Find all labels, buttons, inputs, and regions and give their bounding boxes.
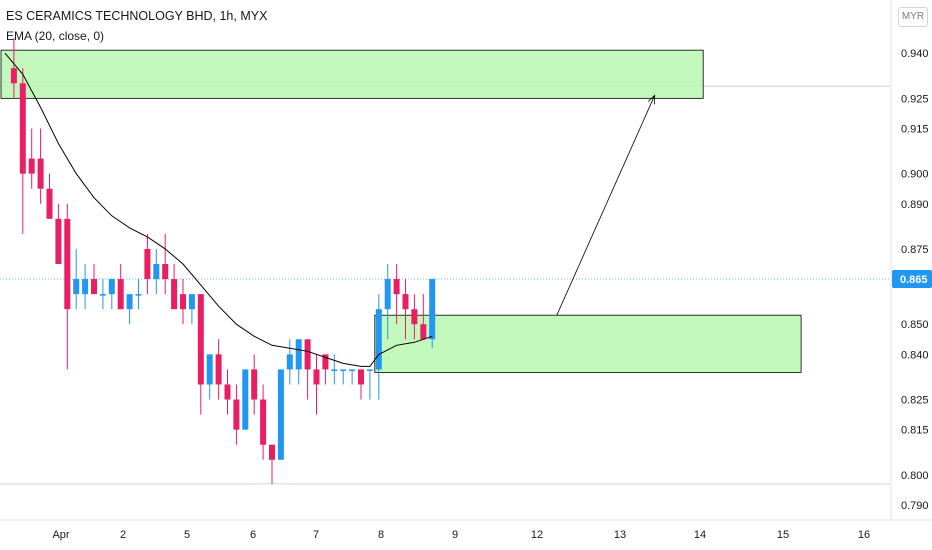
candle-down bbox=[91, 279, 97, 295]
candle-down bbox=[260, 399, 267, 445]
price-tick-label: 0.925 bbox=[901, 93, 929, 105]
time-tick-label: 6 bbox=[250, 529, 256, 541]
projection-arrow bbox=[556, 94, 656, 316]
price-tick-label: 0.840 bbox=[901, 349, 929, 361]
candle-down bbox=[162, 264, 169, 280]
candle-up bbox=[108, 279, 115, 295]
candle-up bbox=[277, 369, 284, 460]
candle-down bbox=[37, 158, 44, 189]
candle-down bbox=[393, 279, 400, 295]
candle-down bbox=[420, 324, 427, 340]
candle-up bbox=[99, 294, 106, 296]
candle-up bbox=[126, 294, 133, 310]
time-axis[interactable]: Apr 2 5 6 7 8 9 12 13 14 15 16 bbox=[52, 529, 870, 541]
time-tick-label: 9 bbox=[452, 529, 458, 541]
demand-zone bbox=[374, 314, 802, 373]
candle-up bbox=[366, 369, 373, 371]
candle-down bbox=[304, 339, 311, 370]
price-tick-label: 0.940 bbox=[901, 48, 929, 60]
last-price-tag: 0.865 bbox=[892, 270, 932, 289]
price-tick-label: 0.825 bbox=[901, 395, 929, 407]
candles-layer bbox=[10, 38, 436, 484]
arrow-head bbox=[647, 94, 656, 105]
price-tick-label: 0.900 bbox=[901, 169, 929, 181]
price-tick-label: 0.790 bbox=[901, 500, 929, 512]
candle-down bbox=[233, 399, 240, 430]
candle-up bbox=[82, 279, 89, 295]
candle-down bbox=[402, 294, 409, 310]
candle-up bbox=[340, 369, 347, 371]
time-tick-label: Apr bbox=[52, 529, 69, 541]
arrow-shaft bbox=[556, 95, 656, 316]
time-tick-label: 12 bbox=[531, 529, 543, 541]
candle-up bbox=[286, 354, 293, 370]
zones-layer bbox=[0, 49, 802, 373]
candle-down bbox=[28, 158, 35, 174]
time-tick-label: 16 bbox=[858, 529, 870, 541]
candle-up bbox=[295, 339, 302, 370]
candle-down bbox=[251, 369, 258, 400]
candle-down bbox=[117, 279, 124, 310]
candle-down bbox=[19, 83, 26, 174]
candle-up bbox=[135, 294, 142, 296]
candle-down bbox=[322, 354, 329, 370]
candle-up bbox=[73, 279, 80, 295]
candle-down bbox=[358, 369, 364, 385]
price-tick-label: 0.915 bbox=[901, 123, 929, 135]
symbol-title[interactable]: ES CERAMICS TECHNOLOGY BHD, 1h, MYX bbox=[6, 9, 268, 23]
time-tick-label: 8 bbox=[378, 529, 384, 541]
last-price-tag-text: 0.865 bbox=[900, 274, 928, 286]
candle-down bbox=[171, 279, 178, 310]
candle-up bbox=[188, 294, 195, 310]
candle-down bbox=[411, 309, 418, 325]
price-axis[interactable]: 0.940 0.925 0.915 0.900 0.890 0.875 0.850 0.840… bbox=[901, 48, 929, 512]
price-tick-label: 0.800 bbox=[901, 470, 929, 482]
candle-down bbox=[10, 68, 17, 84]
price-tick-label: 0.850 bbox=[901, 319, 929, 331]
time-tick-label: 2 bbox=[120, 529, 126, 541]
candle-up bbox=[153, 264, 160, 280]
candle-down bbox=[197, 294, 204, 385]
price-tick-label: 0.815 bbox=[901, 425, 929, 437]
candle-up bbox=[331, 369, 338, 371]
time-tick-label: 15 bbox=[777, 529, 789, 541]
candle-down bbox=[64, 218, 71, 310]
candle-up bbox=[349, 369, 356, 371]
currency-label[interactable]: MYR bbox=[898, 7, 928, 27]
candle-down bbox=[55, 218, 62, 264]
ema-indicator-label[interactable]: EMA (20, close, 0) bbox=[6, 29, 105, 43]
price-tick-label: 0.875 bbox=[901, 244, 929, 256]
candle-up bbox=[206, 354, 213, 385]
candle-down bbox=[224, 384, 231, 400]
candle-up bbox=[384, 279, 391, 310]
time-tick-label: 5 bbox=[184, 529, 190, 541]
candle-up bbox=[429, 279, 436, 340]
candle-down bbox=[215, 354, 222, 385]
time-tick-label: 14 bbox=[694, 529, 706, 541]
candle-down bbox=[313, 369, 320, 385]
price-tick-label: 0.890 bbox=[901, 199, 929, 211]
time-tick-label: 13 bbox=[614, 529, 626, 541]
candle-up bbox=[242, 369, 249, 430]
candle-down bbox=[269, 444, 275, 460]
candle-up bbox=[375, 309, 382, 370]
ema-line bbox=[4, 52, 433, 367]
candle-down bbox=[144, 248, 151, 280]
last-price-tag-bg bbox=[892, 270, 932, 289]
target-zone bbox=[0, 49, 704, 99]
candle-down bbox=[180, 294, 186, 310]
time-tick-label: 7 bbox=[313, 529, 319, 541]
candle-down bbox=[46, 188, 53, 219]
